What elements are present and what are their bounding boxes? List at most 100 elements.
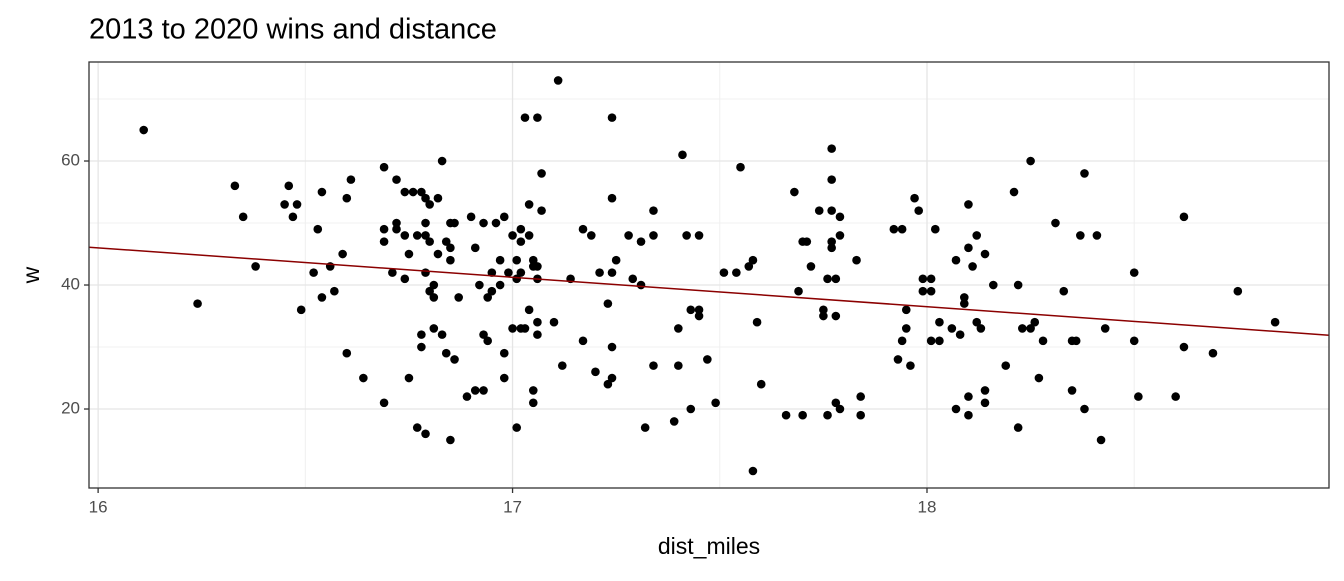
point <box>628 274 638 284</box>
point <box>412 231 422 240</box>
x-tick-label: 16 <box>89 497 108 516</box>
point <box>603 379 613 389</box>
point <box>433 249 443 259</box>
point <box>512 255 522 265</box>
point <box>139 125 149 135</box>
point <box>674 324 683 333</box>
point <box>504 268 513 277</box>
point <box>607 193 617 203</box>
point <box>611 255 621 265</box>
point <box>524 231 534 240</box>
point <box>935 317 944 327</box>
point <box>744 262 754 271</box>
point <box>528 398 538 408</box>
point <box>516 224 526 234</box>
point <box>388 268 397 277</box>
point <box>980 398 990 408</box>
point <box>827 237 836 246</box>
point <box>342 193 352 203</box>
point <box>636 237 646 246</box>
point <box>495 280 505 290</box>
point <box>889 224 899 234</box>
point <box>429 293 439 302</box>
point <box>549 317 559 327</box>
point <box>748 255 758 265</box>
point <box>533 262 542 271</box>
point <box>1001 361 1011 370</box>
panel-border <box>88 61 1330 489</box>
point <box>901 324 911 333</box>
point <box>520 324 530 333</box>
point <box>918 274 928 284</box>
point <box>421 429 430 439</box>
point <box>968 262 977 271</box>
point <box>1208 348 1218 358</box>
point <box>856 392 865 401</box>
point <box>649 206 658 215</box>
point <box>425 200 434 209</box>
point <box>1059 286 1069 296</box>
point <box>906 361 915 370</box>
point <box>1100 324 1110 333</box>
point <box>1179 212 1189 222</box>
point <box>379 224 389 234</box>
point <box>1080 169 1089 178</box>
point <box>450 218 459 228</box>
point <box>636 280 646 290</box>
point <box>553 76 563 85</box>
point <box>230 181 240 191</box>
x-tick-label: 17 <box>503 497 522 516</box>
y-axis-label: w <box>18 266 44 284</box>
point <box>330 286 339 296</box>
point <box>827 243 836 253</box>
point <box>819 311 828 321</box>
point <box>951 255 961 265</box>
point <box>732 268 741 277</box>
point <box>591 367 600 377</box>
point <box>379 237 389 246</box>
point <box>317 187 327 197</box>
point <box>964 410 973 420</box>
point <box>964 243 973 253</box>
point <box>1129 336 1139 346</box>
point <box>487 286 497 296</box>
point <box>475 280 484 290</box>
point <box>947 324 957 333</box>
point <box>926 336 936 346</box>
point <box>819 305 828 315</box>
point <box>1071 336 1081 346</box>
point <box>454 293 463 302</box>
point <box>711 398 720 408</box>
y-tick-label: 40 <box>61 274 80 293</box>
point <box>421 231 430 240</box>
point <box>400 274 410 284</box>
trend-line <box>88 246 1330 336</box>
point <box>508 324 517 333</box>
point <box>313 224 323 234</box>
point <box>417 187 426 197</box>
point <box>404 373 414 383</box>
point <box>284 181 294 191</box>
point <box>296 305 306 315</box>
point <box>694 231 704 240</box>
point <box>487 268 497 277</box>
point <box>1134 392 1143 401</box>
point <box>280 200 289 209</box>
point <box>429 280 439 290</box>
point <box>835 404 845 414</box>
point <box>512 423 522 432</box>
point <box>649 361 658 370</box>
point <box>781 410 791 420</box>
point <box>1092 231 1102 240</box>
point <box>901 305 911 315</box>
point <box>392 218 401 228</box>
point <box>980 386 990 395</box>
point <box>441 348 451 358</box>
point <box>603 299 613 308</box>
point <box>756 379 766 389</box>
point <box>607 268 617 277</box>
point <box>989 280 998 290</box>
point <box>814 206 824 215</box>
point <box>1179 342 1189 352</box>
point <box>893 355 903 364</box>
